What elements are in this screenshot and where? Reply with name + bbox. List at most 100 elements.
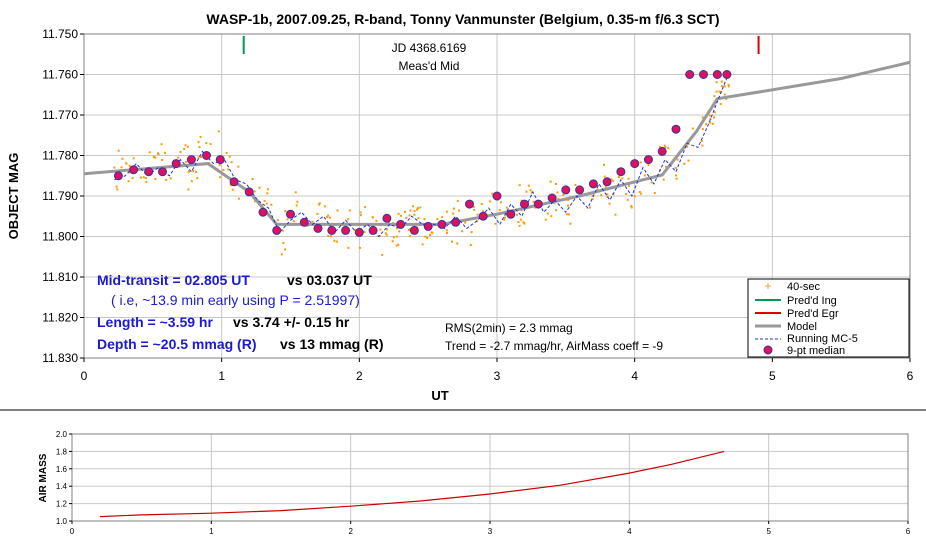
- dot-40sec: [640, 192, 643, 195]
- median-point: [722, 70, 732, 79]
- dot-40sec: [219, 176, 222, 179]
- dot-40sec: [494, 222, 497, 225]
- dot-40sec: [491, 192, 494, 195]
- median-point: [258, 207, 268, 217]
- median-point: [712, 70, 722, 79]
- dot-40sec: [663, 144, 666, 147]
- dot-40sec: [709, 117, 712, 120]
- dot-40sec: [519, 218, 522, 221]
- dot-40sec: [125, 162, 128, 165]
- dot-40sec: [518, 224, 521, 227]
- dot-40sec: [395, 235, 398, 238]
- dot-40sec: [430, 231, 433, 234]
- dot-40sec: [417, 207, 420, 210]
- dot-40sec: [318, 203, 321, 206]
- dot-40sec: [565, 213, 568, 216]
- dot-40sec: [569, 222, 572, 225]
- dot-40sec: [416, 208, 418, 211]
- y-tick-label: 11.820: [42, 311, 78, 325]
- dot-40sec: [676, 158, 679, 161]
- dot-40sec: [621, 177, 624, 180]
- dot-40sec: [700, 140, 703, 142]
- dot-40sec: [667, 146, 670, 149]
- median-point: [630, 159, 640, 169]
- dot-40sec: [408, 214, 411, 217]
- dot-40sec: [405, 216, 408, 219]
- dot-40sec: [546, 212, 549, 215]
- dot-40sec: [295, 204, 298, 207]
- median-point: [186, 155, 196, 165]
- dot-40sec: [709, 121, 711, 124]
- dot-40sec: [327, 214, 330, 217]
- median-point: [506, 209, 516, 219]
- median-point: [202, 151, 211, 160]
- dot-40sec: [464, 221, 467, 224]
- dot-40sec: [217, 130, 220, 133]
- dot-40sec: [359, 211, 362, 214]
- dot-40sec: [630, 205, 633, 207]
- dot-40sec: [400, 214, 402, 217]
- airmass-axis-label: AIR MASS: [38, 453, 49, 502]
- legend-label-egress: Pred'd Egr: [787, 308, 839, 320]
- dot-40sec: [197, 141, 200, 144]
- dot-40sec: [473, 208, 476, 211]
- y-tick-label: 11.770: [42, 108, 78, 122]
- x-tick-label: 2: [356, 369, 363, 383]
- median-point: [575, 185, 585, 195]
- dot-40sec: [385, 233, 388, 236]
- dot-40sec: [723, 85, 726, 88]
- median-point: [685, 70, 695, 79]
- y-tick-label: 11.800: [42, 230, 78, 244]
- dot-40sec: [328, 216, 331, 219]
- dot-40sec: [480, 203, 483, 205]
- dot-40sec: [567, 204, 569, 207]
- dot-40sec: [687, 159, 690, 162]
- dot-40sec: [413, 209, 416, 212]
- dot-40sec: [665, 165, 668, 168]
- median-point: [215, 155, 225, 165]
- legend-label-40sec: 40-sec: [787, 281, 821, 293]
- dot-40sec: [701, 128, 704, 131]
- dot-40sec: [161, 159, 164, 161]
- airmass-y-tick-label: 1.4: [56, 482, 68, 491]
- dot-40sec: [296, 200, 299, 203]
- median-point: [313, 223, 323, 233]
- legend-label-ingress: Pred'd Ing: [787, 295, 837, 307]
- airmass-x-tick-label: 6: [906, 527, 911, 536]
- dot-40sec: [604, 186, 607, 189]
- dot-40sec: [392, 236, 395, 239]
- dot-40sec: [614, 213, 617, 216]
- main-y-ticks: 11.750 11.760 11.770 11.780 11.790 11.800 11.8…: [42, 27, 84, 365]
- y-tick-label: 11.810: [42, 270, 78, 284]
- dot-40sec: [532, 200, 535, 203]
- length-predicted: vs 3.74 +/- 0.15 hr: [233, 314, 350, 330]
- dot-40sec: [409, 209, 412, 212]
- dot-40sec: [251, 178, 254, 180]
- dot-40sec: [675, 177, 678, 180]
- airmass-x-tick-label: 0: [70, 527, 75, 536]
- median-point: [341, 225, 351, 235]
- dot-40sec: [281, 229, 284, 232]
- measd-mid-annotation: Meas'd Mid: [399, 59, 460, 73]
- dot-40sec: [461, 230, 464, 233]
- median-point: [229, 177, 239, 187]
- dot-40sec: [445, 210, 448, 213]
- dot-40sec: [675, 174, 678, 177]
- dot-40sec: [127, 180, 130, 183]
- dot-40sec: [456, 199, 459, 202]
- dot-40sec: [209, 143, 212, 146]
- dot-40sec: [517, 221, 520, 223]
- dot-40sec: [691, 127, 694, 130]
- median-point: [129, 165, 139, 175]
- airmass-x-ticks: 0 1 2 3 4 5 6: [70, 521, 911, 536]
- dot-40sec: [713, 95, 716, 98]
- airmass-gridlines: [72, 434, 908, 521]
- dot-40sec: [567, 213, 570, 216]
- dot-40sec: [499, 201, 502, 204]
- dot-40sec: [258, 186, 261, 189]
- median-point: [299, 217, 309, 227]
- dot-40sec: [436, 218, 439, 220]
- dot-40sec: [674, 166, 677, 169]
- dot-40sec: [470, 231, 473, 234]
- dot-40sec: [456, 242, 459, 245]
